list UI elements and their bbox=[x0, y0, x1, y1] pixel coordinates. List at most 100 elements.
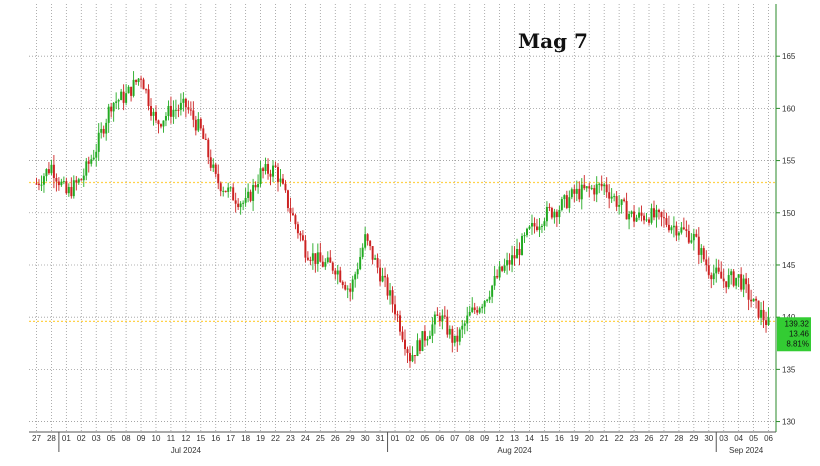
candle-body bbox=[140, 78, 143, 80]
candle-body bbox=[521, 236, 524, 256]
candle-body bbox=[732, 271, 735, 286]
candle-body bbox=[55, 178, 58, 182]
candle-body bbox=[291, 213, 294, 216]
axes bbox=[29, 4, 777, 452]
x-tick-label: 06 bbox=[435, 434, 444, 443]
x-tick-label: 25 bbox=[316, 434, 325, 443]
candle-body bbox=[85, 161, 88, 176]
candle-body bbox=[376, 258, 379, 268]
candle-body bbox=[35, 183, 38, 185]
candle-body bbox=[277, 167, 279, 182]
candle-body bbox=[125, 93, 128, 103]
candle-body bbox=[239, 203, 242, 208]
candle-body bbox=[496, 275, 499, 278]
candle-body bbox=[184, 98, 187, 108]
candle-body bbox=[665, 218, 668, 225]
x-tick-label: 05 bbox=[420, 434, 429, 443]
candle-body bbox=[745, 278, 748, 285]
candle-body bbox=[122, 91, 125, 103]
candle-body bbox=[311, 253, 314, 261]
candle-body bbox=[680, 227, 683, 233]
candle-body bbox=[575, 188, 578, 194]
candle-body bbox=[501, 266, 504, 271]
candle-body bbox=[762, 309, 765, 321]
candle-body bbox=[264, 164, 267, 171]
candle-body bbox=[150, 106, 152, 116]
candle-body bbox=[132, 79, 135, 96]
x-tick-label: 24 bbox=[301, 434, 310, 443]
candle-body bbox=[92, 157, 95, 160]
candle-body bbox=[413, 355, 416, 357]
candle-body bbox=[354, 274, 357, 280]
candle-body bbox=[294, 215, 297, 225]
candle-body bbox=[52, 164, 55, 179]
candle-body bbox=[573, 189, 576, 194]
candle-body bbox=[45, 169, 48, 177]
candle-body bbox=[473, 307, 476, 311]
badge-line: 8.81% bbox=[786, 339, 809, 348]
x-tick-label: 17 bbox=[226, 434, 235, 443]
x-tick-label: 06 bbox=[764, 434, 773, 443]
candle-body bbox=[655, 209, 658, 218]
x-tick-label: 14 bbox=[525, 434, 534, 443]
candle-body bbox=[50, 164, 53, 174]
month-label: Aug 2024 bbox=[497, 446, 532, 455]
candle-body bbox=[105, 122, 108, 134]
candle-body bbox=[715, 267, 718, 274]
badge-line: 13.46 bbox=[789, 329, 810, 338]
candle-body bbox=[535, 226, 538, 230]
candle-body bbox=[379, 267, 382, 282]
candle-body bbox=[461, 325, 464, 330]
candle-body bbox=[588, 186, 591, 189]
candle-body bbox=[760, 309, 763, 318]
candle-body bbox=[670, 227, 673, 231]
x-tick-label: 21 bbox=[600, 434, 609, 443]
candle-body bbox=[578, 188, 581, 200]
candle-body bbox=[224, 190, 227, 192]
candle-body bbox=[304, 240, 307, 258]
candle-body bbox=[605, 184, 608, 193]
y-tick-label: 135 bbox=[782, 365, 796, 374]
y-tick-label: 130 bbox=[782, 418, 796, 427]
x-tick-label: 10 bbox=[152, 434, 161, 443]
x-tick-label: 22 bbox=[615, 434, 624, 443]
x-tick-label: 29 bbox=[346, 434, 355, 443]
candle-body bbox=[700, 248, 703, 255]
candle-body bbox=[371, 246, 374, 260]
candle-body bbox=[306, 257, 309, 260]
candle-body bbox=[299, 233, 302, 236]
candle-body bbox=[90, 159, 93, 164]
candle-body bbox=[179, 102, 182, 110]
candle-body bbox=[633, 211, 636, 222]
candle-body bbox=[692, 233, 695, 241]
candle-body bbox=[530, 223, 533, 227]
candle-body bbox=[309, 259, 312, 261]
x-tick-label: 28 bbox=[674, 434, 683, 443]
candle-body bbox=[423, 331, 426, 341]
candlestick-series bbox=[35, 71, 770, 368]
candle-body bbox=[130, 86, 133, 96]
badge-background bbox=[777, 317, 811, 352]
x-tick-label: 30 bbox=[704, 434, 713, 443]
x-tick-label: 05 bbox=[749, 434, 758, 443]
candle-body bbox=[697, 236, 700, 255]
candle-body bbox=[710, 275, 713, 280]
candle-body bbox=[493, 275, 496, 286]
candle-body bbox=[199, 118, 202, 129]
candle-body bbox=[399, 315, 401, 332]
candle-body bbox=[62, 181, 65, 183]
candle-body bbox=[174, 109, 177, 111]
candle-body bbox=[560, 199, 563, 210]
candle-body bbox=[37, 183, 40, 185]
candle-body bbox=[366, 234, 369, 241]
candle-body bbox=[326, 257, 329, 263]
candle-body bbox=[135, 79, 138, 83]
candle-body bbox=[757, 300, 760, 318]
x-tick-label: 15 bbox=[540, 434, 549, 443]
candle-body bbox=[259, 168, 262, 185]
candle-body bbox=[344, 285, 347, 290]
candle-body bbox=[319, 252, 322, 262]
candle-body bbox=[394, 304, 397, 315]
candle-body bbox=[234, 200, 237, 204]
candle-body bbox=[107, 106, 110, 123]
